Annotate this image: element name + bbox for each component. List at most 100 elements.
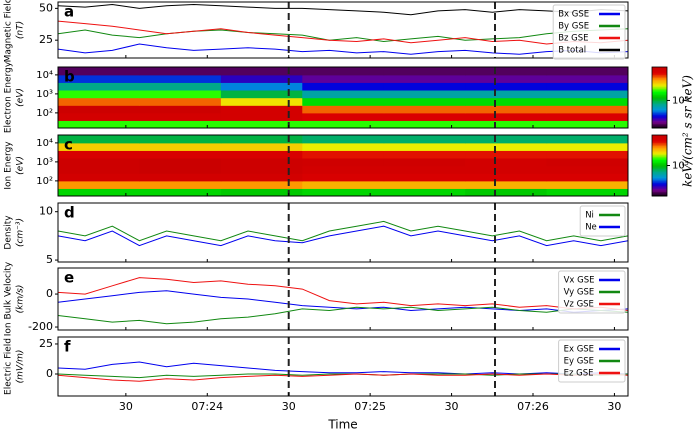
plot-area bbox=[58, 277, 628, 325]
heat-cell bbox=[220, 82, 303, 91]
colorbar-tick-label: 10⁵ bbox=[672, 161, 689, 172]
colorbar-step bbox=[652, 173, 667, 176]
heat-cell bbox=[220, 188, 303, 196]
x-tick-label: 30 bbox=[119, 400, 133, 413]
heat-cell bbox=[465, 67, 548, 76]
heat-cell bbox=[58, 90, 140, 99]
heat-cell bbox=[58, 120, 140, 128]
heat-cell bbox=[465, 165, 548, 174]
series-line bbox=[58, 277, 628, 311]
heat-cell bbox=[220, 158, 303, 167]
colorbar-step bbox=[652, 183, 667, 186]
heat-cell bbox=[546, 188, 628, 196]
panel-label: d bbox=[64, 204, 75, 222]
heat-cell bbox=[302, 150, 385, 159]
colorbar-step bbox=[652, 186, 667, 189]
y-tick-label: 0 bbox=[46, 367, 53, 380]
y-tick-label: -200 bbox=[28, 320, 53, 333]
colorbar-step bbox=[652, 170, 667, 173]
legend-box bbox=[552, 4, 626, 60]
heat-cell bbox=[139, 74, 222, 83]
heat-cell bbox=[58, 180, 140, 189]
heat-cell bbox=[546, 112, 628, 121]
colorbar-step bbox=[652, 97, 667, 100]
heat-cell bbox=[58, 142, 140, 151]
heat-cell bbox=[220, 67, 303, 76]
colorbar-step bbox=[652, 118, 667, 121]
heat-cell bbox=[139, 173, 222, 182]
heat-cell bbox=[220, 150, 303, 159]
colorbar-step bbox=[652, 77, 667, 80]
colorbar-step bbox=[652, 145, 667, 148]
heat-cell bbox=[58, 67, 140, 76]
heat-cell bbox=[302, 112, 385, 121]
heat-cell bbox=[383, 135, 466, 144]
heat-cell bbox=[220, 74, 303, 83]
colorbar-step bbox=[652, 114, 667, 117]
plot-area bbox=[58, 361, 628, 382]
y-tick-label: 10 bbox=[39, 205, 53, 218]
heat-cell bbox=[546, 90, 628, 99]
y-tick-label: 10² bbox=[36, 108, 53, 119]
panel: 5 10 Density (cm⁻³) d Ni Ne bbox=[4, 202, 629, 266]
series-line bbox=[58, 28, 628, 43]
legend-label: Vz GSE bbox=[564, 300, 594, 310]
colorbar-step bbox=[652, 80, 667, 83]
colorbar-step bbox=[652, 89, 667, 92]
legend-label: Vy GSE bbox=[564, 288, 595, 298]
y-axis-unit: (cm⁻³) bbox=[16, 218, 26, 247]
heat-cell bbox=[465, 90, 548, 99]
colorbar-step bbox=[652, 94, 667, 97]
colorbar-step bbox=[652, 144, 667, 147]
colorbar-step bbox=[652, 102, 667, 105]
colorbar-step bbox=[652, 71, 667, 74]
colorbar-step bbox=[652, 176, 667, 179]
heat-cell bbox=[302, 105, 385, 114]
heat-cell bbox=[58, 173, 140, 182]
heat-cell bbox=[58, 135, 140, 144]
colorbar-step bbox=[652, 112, 667, 115]
colorbar-step bbox=[652, 135, 667, 138]
panel: 0 25 30 07:24 30 07:25 30 07:26 30 Time Electric F… bbox=[4, 336, 629, 432]
y-tick-label: 5 bbox=[46, 253, 53, 266]
heat-cell bbox=[383, 74, 466, 83]
heat-cell bbox=[465, 158, 548, 167]
colorbar-step bbox=[652, 86, 667, 89]
heat-cell bbox=[383, 90, 466, 99]
colorbar-step bbox=[652, 150, 667, 153]
series-line bbox=[58, 306, 628, 325]
colorbar-step bbox=[652, 180, 667, 183]
heat-cell bbox=[58, 97, 140, 106]
heat-cell bbox=[302, 74, 385, 83]
heat-cell bbox=[546, 180, 628, 189]
heat-cell bbox=[383, 173, 466, 182]
series-line bbox=[58, 3, 628, 16]
colorbar-step bbox=[652, 82, 667, 85]
colorbar-step bbox=[652, 88, 667, 91]
heat-cell bbox=[139, 82, 222, 91]
heat-cell bbox=[302, 82, 385, 91]
panel: 10² 10³ 10⁴ Ion Energy (eV) c bbox=[4, 134, 629, 197]
heat-cell bbox=[383, 188, 466, 196]
heat-cell bbox=[58, 112, 140, 121]
colorbar-step bbox=[652, 159, 667, 162]
series-line bbox=[58, 361, 628, 375]
panel-frame bbox=[57, 66, 629, 129]
y-tick-label: 0 bbox=[46, 287, 53, 300]
heat-cell bbox=[546, 173, 628, 182]
heat-cell bbox=[220, 142, 303, 151]
heat-cell bbox=[58, 165, 140, 174]
heat-cell bbox=[220, 105, 303, 114]
y-tick-label: 10³ bbox=[36, 89, 53, 100]
y-axis-unit: (eV) bbox=[16, 88, 26, 107]
y-tick-label: 25 bbox=[39, 33, 53, 46]
colorbar-step bbox=[652, 111, 667, 114]
legend-label: Bz GSE bbox=[558, 34, 588, 44]
heat-cell bbox=[546, 158, 628, 167]
legend-label: Ey GSE bbox=[564, 357, 594, 367]
heat-cell bbox=[220, 112, 303, 121]
colorbar-step bbox=[652, 83, 667, 86]
colorbar-step bbox=[652, 160, 667, 163]
panel-frame bbox=[57, 134, 629, 197]
colorbar-step bbox=[652, 106, 667, 109]
